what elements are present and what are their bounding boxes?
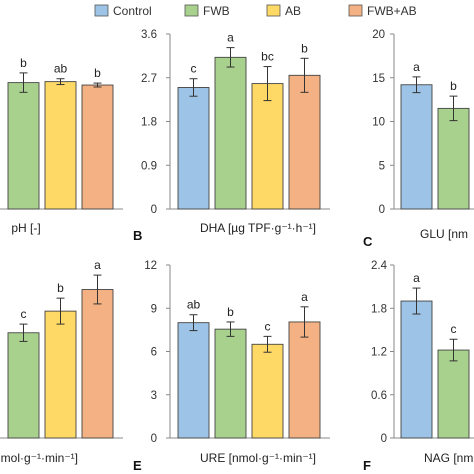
chart-panel-GLU: 20 15 10 5 0 a b GLU [nm C [363,29,474,249]
legend-label-1: FWB [203,4,230,18]
bar-DHA-FWB+AB [288,74,321,210]
bar-URE-FWB [214,328,247,439]
chart-panel-row2-left: c b a nmol·g⁻¹·min⁻¹] [0,258,123,465]
significance-label: ab [54,62,68,76]
y-tick-label: 0 [381,433,387,445]
bar-row2-left-FWB+AB [81,289,114,439]
bar-GLU-FWB [437,107,470,210]
y-tick-label: 1.2 [371,347,387,359]
significance-label: b [57,281,64,295]
y-tick-label: 9 [151,303,157,315]
bar-row2-left-FWB [7,332,40,439]
bar-URE-FWB+AB [288,321,321,439]
significance-label: bc [261,50,274,64]
bar-pH-AB [44,81,77,210]
y-tick-label: 15 [372,73,385,85]
bar-pH-FWB+AB [81,84,114,210]
y-tick-label: 1.8 [141,117,157,129]
significance-label: b [450,79,457,93]
y-tick-label: 1.8 [371,303,387,315]
significance-label: ab [187,298,201,312]
bar-DHA-FWB [214,56,247,210]
significance-label: a [413,271,420,285]
significance-label: b [301,41,308,55]
panel-letter: F [363,458,371,473]
legend: Control FWB AB FWB+AB [94,4,417,18]
y-tick-label: 20 [372,29,385,41]
chart-panel-URE: 12 9 6 3 0 ab b c a URE [nmol·g⁻¹·min⁻¹] E [133,260,330,473]
legend-label-3: FWB+AB [367,4,417,18]
significance-label: b [94,66,101,80]
y-tick-label: 6 [151,347,157,359]
legend-swatch-3 [348,4,363,17]
x-axis-title: DHA [µg TPF·g⁻¹·h⁻¹] [200,221,316,235]
chart-panel-NAG: 2.4 1.8 1.2 0.6 0 a c NAG [nm F [363,260,474,473]
chart-panel-DHA: 3.6 2.7 1.8 0.9 0 c a bc b DHA [µg TPF·g⁻¹·h⁻¹] B [133,29,330,243]
panel-letter: B [133,228,142,243]
legend-label-0: Control [113,4,152,18]
x-axis-title: pH [-] [11,221,40,235]
panel-letter: E [133,458,142,473]
significance-label: c [191,62,197,76]
x-axis-title: NAG [nm [424,451,473,465]
bar-DHA-Control [177,87,210,210]
y-tick-label: 0 [151,433,157,445]
y-tick-label: 3 [151,390,157,402]
panel-letter: C [363,234,373,249]
legend-swatch-1 [184,4,199,17]
legend-swatch-0 [94,4,109,17]
significance-label: a [227,31,234,45]
y-tick-label: 0 [379,204,385,216]
bar-URE-AB [251,343,284,439]
y-tick-label: 2.7 [141,73,157,85]
y-tick-label: 10 [372,117,385,129]
bar-NAG-Control [400,300,433,439]
y-tick-label: 0.6 [371,390,387,402]
x-axis-title: URE [nmol·g⁻¹·min⁻¹] [200,451,316,465]
legend-label-2: AB [285,4,301,18]
y-tick-label: 5 [379,160,385,172]
y-tick-label: 12 [144,260,157,272]
significance-label: a [413,60,420,74]
y-tick-label: 3.6 [141,29,157,41]
bar-URE-Control [177,322,210,439]
significance-label: c [21,307,27,321]
bar-NAG-FWB [437,349,470,439]
bar-DHA-AB [251,83,284,210]
chart-panel-pH: b ab b pH [-] [0,56,123,235]
significance-label: b [227,305,234,319]
x-axis-title: nmol·g⁻¹·min⁻¹] [0,451,78,465]
bar-row2-left-AB [44,310,77,439]
significance-label: a [301,290,308,304]
bar-GLU-Control [400,84,433,210]
significance-label: c [265,319,271,333]
y-tick-label: 0.9 [141,160,157,172]
significance-label: b [20,56,27,70]
significance-label: a [94,258,101,272]
y-tick-label: 0 [151,204,157,216]
significance-label: c [451,322,457,336]
legend-swatch-2 [266,4,281,17]
bar-pH-FWB [7,82,40,210]
x-axis-title: GLU [nm [420,227,468,241]
y-tick-label: 2.4 [371,260,388,272]
